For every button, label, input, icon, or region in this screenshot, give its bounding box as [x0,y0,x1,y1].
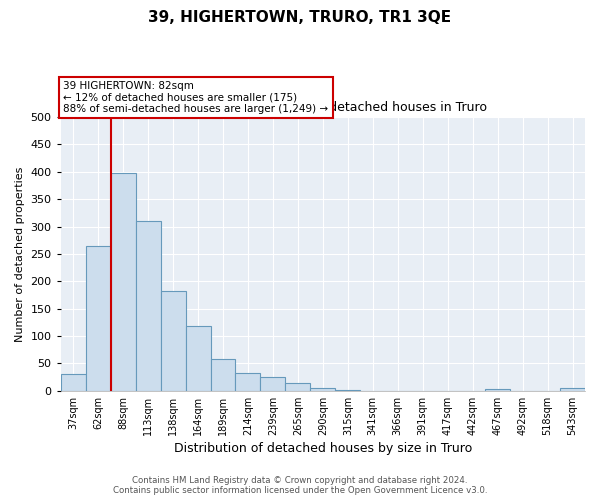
Bar [310,388,335,391]
Y-axis label: Number of detached properties: Number of detached properties [15,166,25,342]
Bar [286,382,310,391]
Bar [485,388,510,391]
Bar [136,221,161,391]
Bar [86,246,110,391]
Bar [211,359,235,391]
Bar [260,377,286,391]
Bar [161,290,185,391]
Bar [235,374,260,391]
X-axis label: Distribution of detached houses by size in Truro: Distribution of detached houses by size … [174,442,472,455]
Text: Contains HM Land Registry data © Crown copyright and database right 2024.
Contai: Contains HM Land Registry data © Crown c… [113,476,487,495]
Bar [185,326,211,391]
Bar [61,374,86,391]
Bar [560,388,585,391]
Text: 39 HIGHERTOWN: 82sqm
← 12% of detached houses are smaller (175)
88% of semi-deta: 39 HIGHERTOWN: 82sqm ← 12% of detached h… [64,81,328,114]
Title: Size of property relative to detached houses in Truro: Size of property relative to detached ho… [158,102,487,114]
Bar [110,173,136,391]
Bar [335,390,361,391]
Text: 39, HIGHERTOWN, TRURO, TR1 3QE: 39, HIGHERTOWN, TRURO, TR1 3QE [148,10,452,25]
